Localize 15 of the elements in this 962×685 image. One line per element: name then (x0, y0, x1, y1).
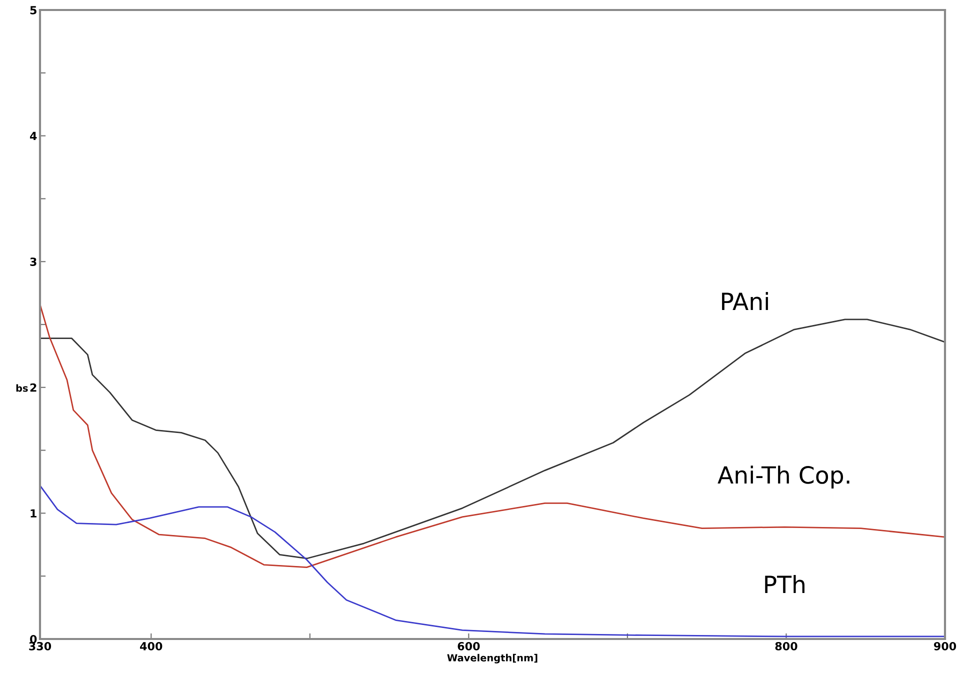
y-tick-label: 3 (30, 258, 36, 266)
series-label: PTh (765, 575, 804, 593)
x-tick-label: 400 (140, 642, 162, 650)
x-tick-label: 600 (458, 642, 480, 650)
y-tick-label: 4 (30, 132, 37, 140)
x-tick-label: 900 (934, 642, 956, 650)
series-label: Ani-Th Cop. (718, 466, 850, 488)
y-axis-title: bs (16, 384, 28, 392)
x-tick-label: 800 (775, 642, 798, 650)
y-tick-label: 5 (30, 6, 36, 14)
x-tick-label: 330 (29, 642, 52, 650)
y-tick-label: 2 (30, 383, 36, 392)
series-label: PAni (722, 292, 768, 310)
y-tick-label: 1 (30, 509, 36, 518)
x-axis-title: Wavelength[nm] (447, 654, 538, 664)
